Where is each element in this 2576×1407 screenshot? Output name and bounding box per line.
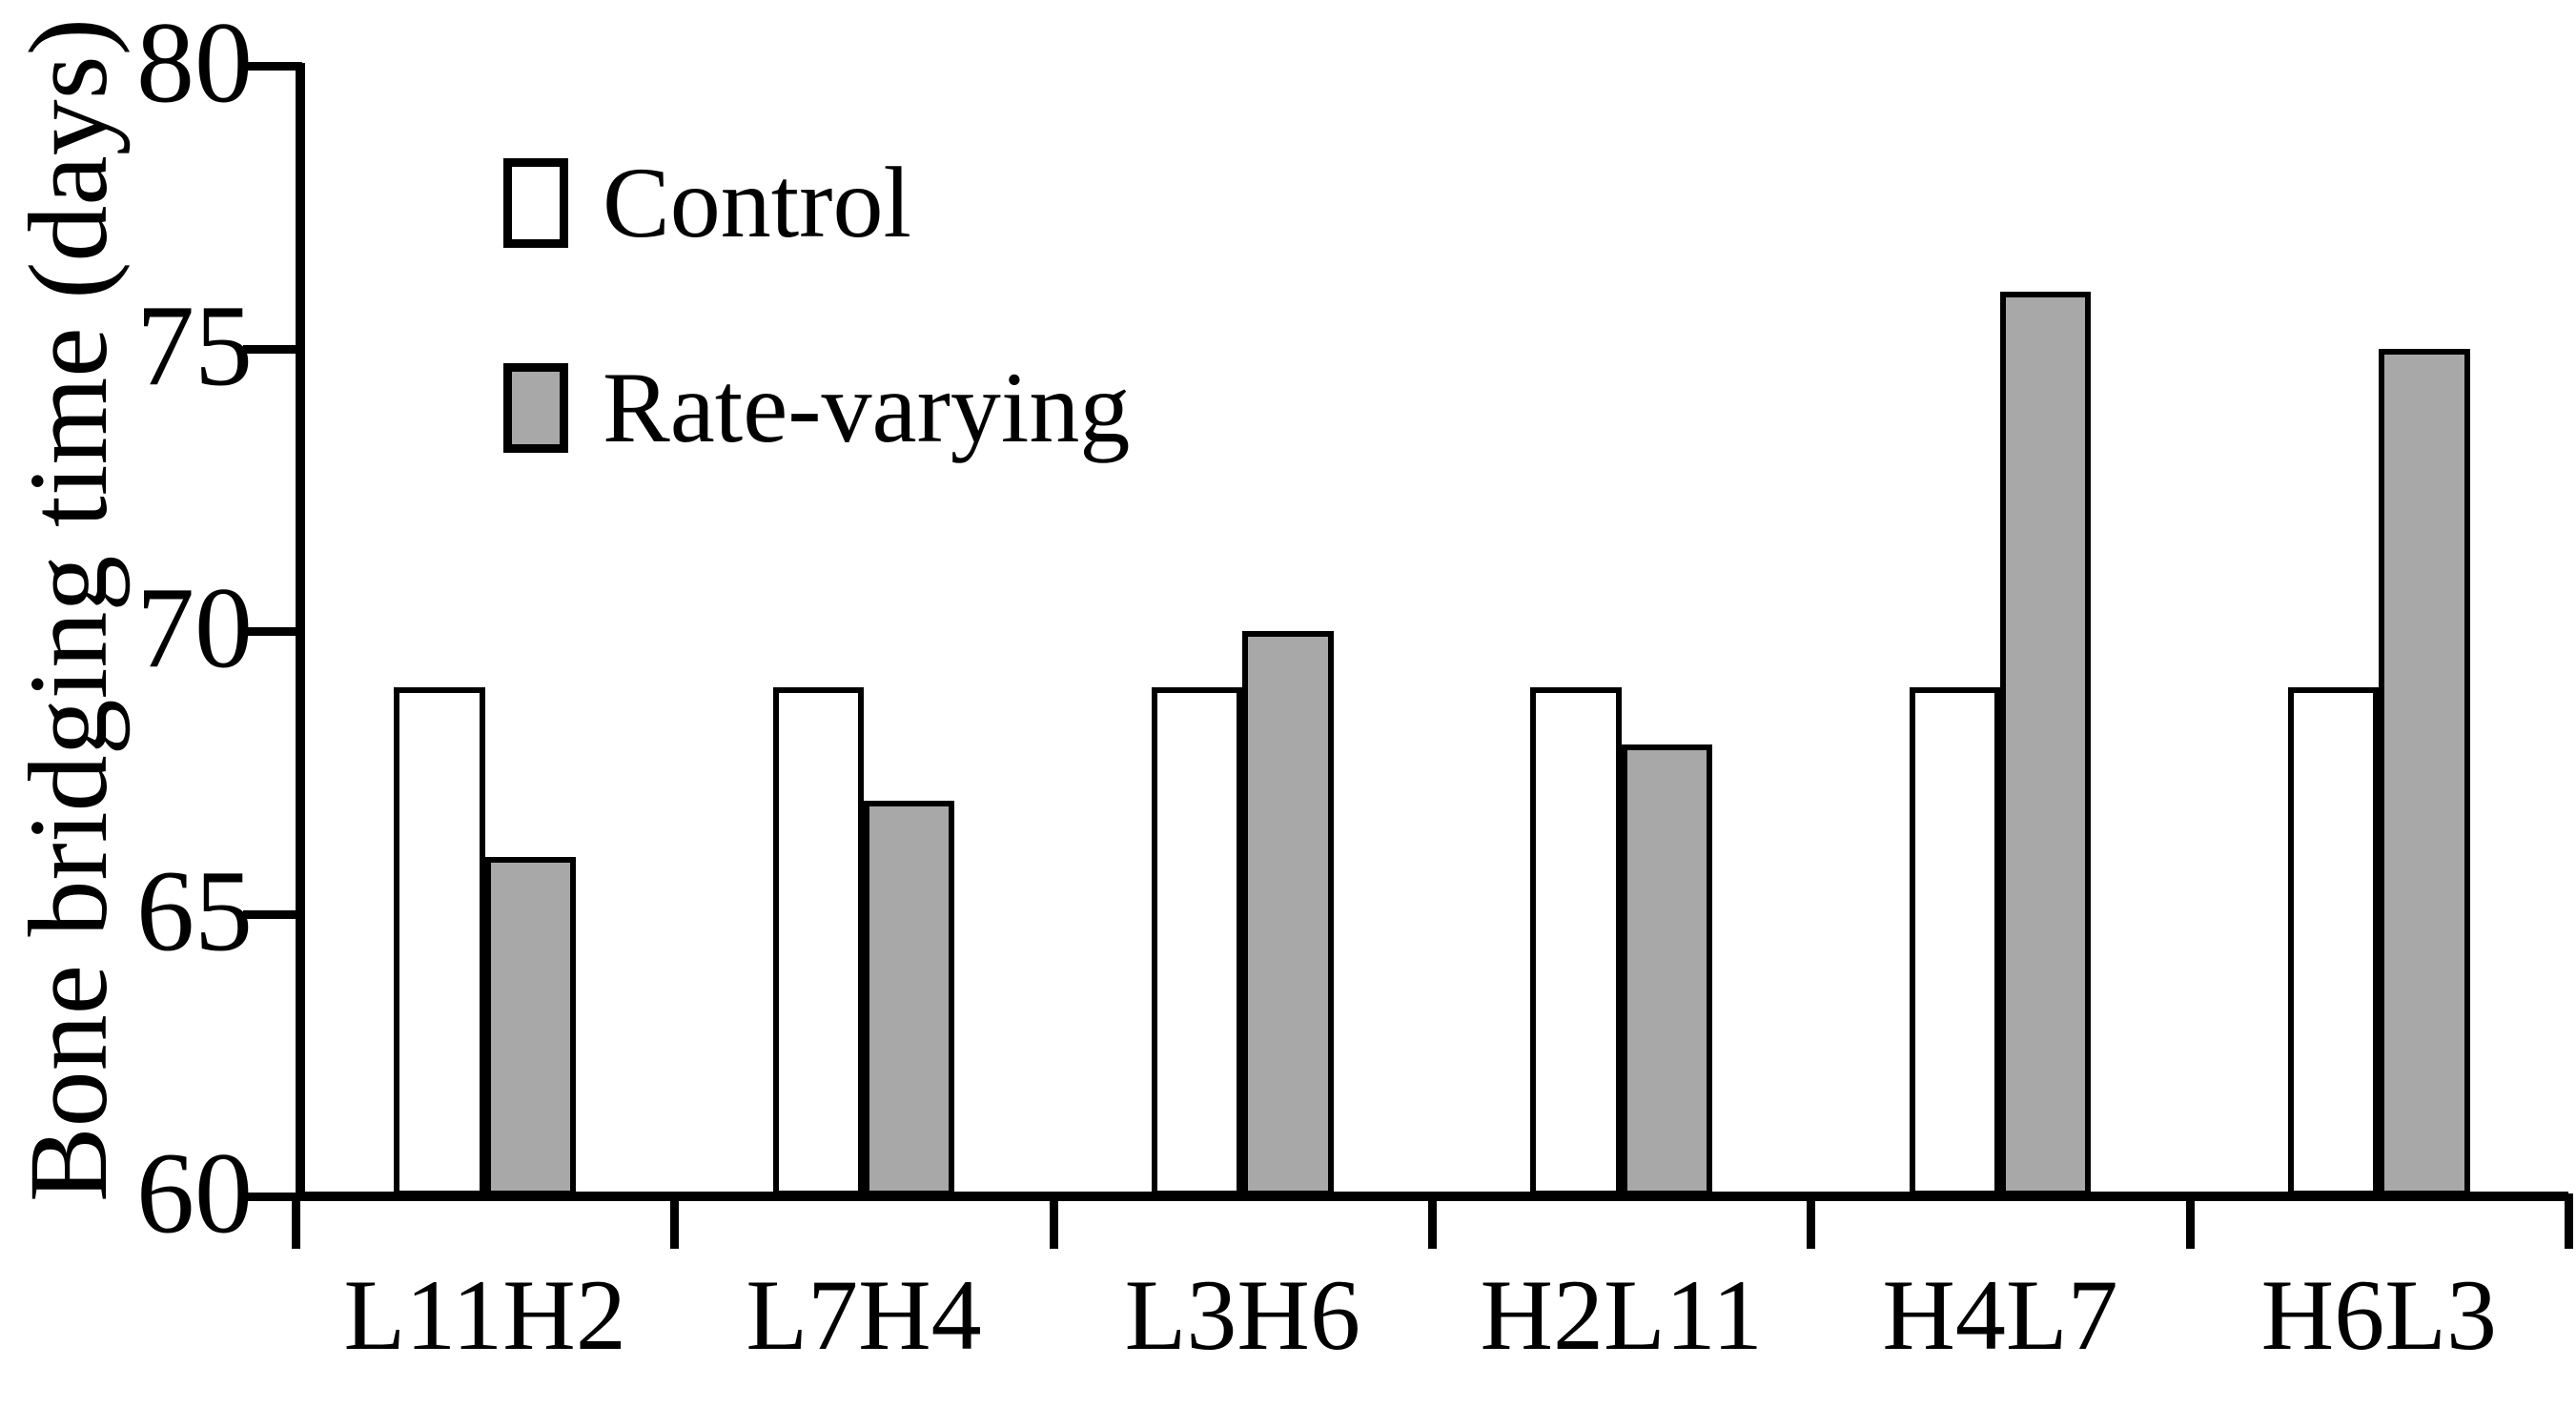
x-category-label: L11H2	[343, 1259, 626, 1371]
bar-control-H4L7	[1909, 687, 2000, 1196]
x-category-label: H4L7	[1882, 1259, 2118, 1371]
legend-swatch-control	[503, 158, 568, 248]
x-tick	[670, 1193, 680, 1249]
legend-swatch-rate-varying	[503, 363, 568, 453]
bar-rate-varying-H4L7	[2000, 292, 2092, 1196]
bar-rate-varying-L3H6	[1242, 631, 1334, 1196]
x-category-label: L7H4	[746, 1259, 982, 1371]
x-tick	[2565, 1193, 2573, 1249]
x-category-label: H2L11	[1480, 1259, 1763, 1371]
bar-rate-varying-L7H4	[864, 800, 955, 1196]
y-tick-label: 80	[136, 0, 253, 128]
y-tick	[243, 344, 302, 354]
bar-control-L11H2	[394, 687, 485, 1196]
legend-label: Rate-varying	[603, 352, 1131, 463]
legend-item: Rate-varying	[503, 357, 1130, 459]
bar-control-L7H4	[772, 687, 864, 1196]
x-category-label: L3H6	[1124, 1259, 1360, 1371]
y-tick	[243, 909, 302, 919]
legend-label: Control	[603, 147, 911, 258]
bar-rate-varying-H2L11	[1621, 744, 1713, 1196]
y-tick-label: 75	[136, 281, 253, 411]
y-tick-label: 60	[136, 1129, 253, 1258]
x-tick	[2185, 1193, 2195, 1249]
y-tick	[243, 627, 302, 636]
y-tick	[243, 62, 302, 71]
bar-control-L3H6	[1151, 687, 1243, 1196]
bar-rate-varying-H6L3	[2379, 348, 2470, 1196]
bar-control-H6L3	[2287, 687, 2380, 1196]
bar-control-H2L11	[1530, 687, 1622, 1196]
y-tick-label: 65	[136, 846, 253, 976]
x-tick	[1049, 1193, 1058, 1249]
x-tick	[1428, 1193, 1437, 1249]
bar-rate-varying-L11H2	[484, 857, 577, 1196]
x-category-label: H6L3	[2260, 1259, 2497, 1371]
y-tick	[243, 1193, 302, 1201]
x-tick	[292, 1193, 300, 1249]
y-tick-label: 70	[136, 563, 253, 693]
legend-item: Control	[503, 153, 911, 254]
x-tick	[1807, 1193, 1816, 1249]
